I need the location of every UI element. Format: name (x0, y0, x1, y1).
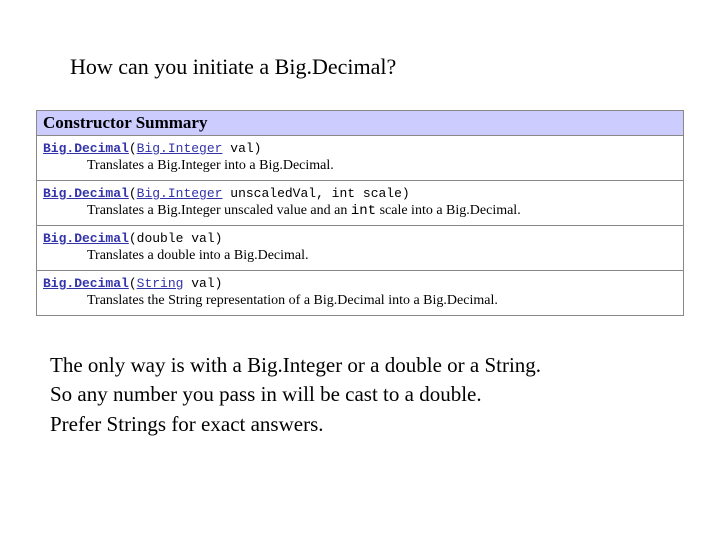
constructor-description: Translates a double into a Big.Decimal. (37, 246, 683, 264)
constructor-summary-table: Constructor Summary Big.Decimal(Big.Inte… (36, 110, 684, 316)
paren: ( (129, 186, 137, 201)
class-link[interactable]: Big.Decimal (43, 186, 129, 201)
question-text: How can you initiate a Big.Decimal? (70, 54, 720, 80)
class-link[interactable]: Big.Decimal (43, 276, 129, 291)
table-header: Constructor Summary (37, 111, 683, 136)
constructor-row: Big.Decimal(String val) Translates the S… (37, 271, 683, 315)
params: double val) (137, 231, 223, 246)
desc-text: Translates the String representation of … (87, 293, 498, 308)
constructor-signature: Big.Decimal(Big.Integer unscaledVal, int… (37, 185, 683, 201)
params: unscaledVal, int scale) (222, 186, 409, 201)
desc-code: int (351, 203, 376, 219)
desc-text: Translates a Big.Integer into a Big.Deci… (87, 158, 334, 173)
type-link[interactable]: Big.Integer (137, 186, 223, 201)
constructor-description: Translates the String representation of … (37, 291, 683, 309)
paren: ( (129, 231, 137, 246)
constructor-description: Translates a Big.Integer into a Big.Deci… (37, 156, 683, 174)
type-link[interactable]: Big.Integer (137, 141, 223, 156)
constructor-description: Translates a Big.Integer unscaled value … (37, 201, 683, 219)
paren: ( (129, 276, 137, 291)
params: val) (222, 141, 261, 156)
params: val) (183, 276, 222, 291)
note-line: So any number you pass in will be cast t… (50, 381, 720, 408)
constructor-row: Big.Decimal(double val) Translates a dou… (37, 226, 683, 271)
constructor-row: Big.Decimal(Big.Integer val) Translates … (37, 136, 683, 181)
constructor-signature: Big.Decimal(String val) (37, 275, 683, 291)
class-link[interactable]: Big.Decimal (43, 141, 129, 156)
type-link[interactable]: String (137, 276, 184, 291)
notes-block: The only way is with a Big.Integer or a … (50, 352, 720, 438)
desc-text: Translates a double into a Big.Decimal. (87, 248, 309, 263)
note-line: Prefer Strings for exact answers. (50, 411, 720, 438)
desc-text: Translates a Big.Integer unscaled value … (87, 203, 351, 218)
class-link[interactable]: Big.Decimal (43, 231, 129, 246)
constructor-row: Big.Decimal(Big.Integer unscaledVal, int… (37, 181, 683, 226)
note-line: The only way is with a Big.Integer or a … (50, 352, 720, 379)
paren: ( (129, 141, 137, 156)
constructor-signature: Big.Decimal(double val) (37, 230, 683, 246)
page: How can you initiate a Big.Decimal? Cons… (0, 0, 720, 438)
constructor-signature: Big.Decimal(Big.Integer val) (37, 140, 683, 156)
desc-text-post: scale into a Big.Decimal. (376, 203, 521, 218)
